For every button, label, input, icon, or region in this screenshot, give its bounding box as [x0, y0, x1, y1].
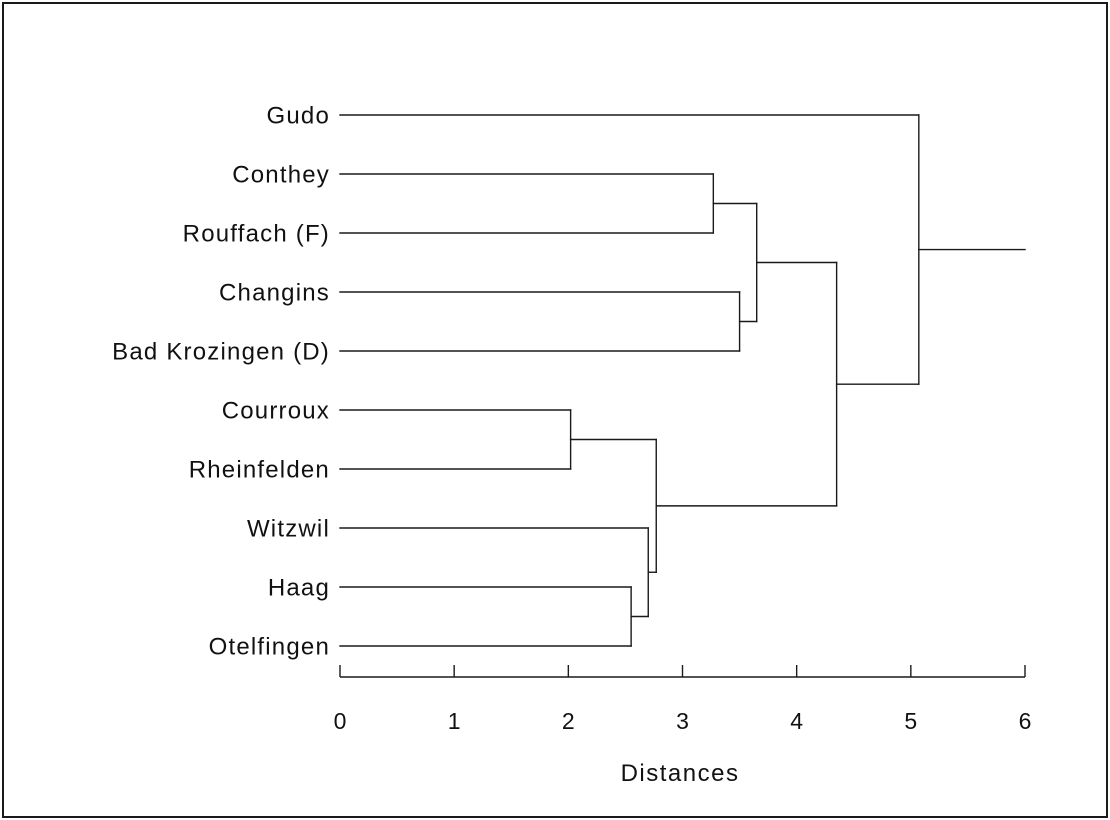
x-tick-label-3: 3	[676, 708, 689, 734]
leaf-label-courroux: Courroux	[222, 397, 330, 424]
leaf-label-changins: Changins	[219, 279, 330, 306]
dendrogram-branches	[339, 114, 1026, 647]
x-axis-title: Distances	[621, 760, 740, 787]
leaf-label-conthey: Conthey	[232, 161, 330, 188]
x-tick-label-4: 4	[790, 708, 803, 734]
x-tick-label-0: 0	[334, 708, 347, 734]
x-tick-label-1: 1	[448, 708, 461, 734]
leaf-label-otelfingen: Otelfingen	[209, 633, 330, 660]
leaf-label-witzwil: Witzwil	[247, 515, 330, 542]
x-tick-label-2: 2	[562, 708, 575, 734]
leaf-labels: Gudo Conthey Rouffach (F) Changins Bad Krozi…	[112, 102, 330, 660]
leaf-label-gudo: Gudo	[266, 102, 330, 129]
leaf-label-haag: Haag	[268, 574, 330, 601]
leaf-label-rouffach-f: Rouffach (F)	[183, 220, 330, 247]
x-tick-label-6: 6	[1019, 708, 1032, 734]
leaf-label-rheinfelden: Rheinfelden	[189, 456, 330, 483]
x-axis: 0 1 2 3 4 5 6	[334, 665, 1032, 734]
leaf-label-bad-krozingen-d: Bad Krozingen (D)	[112, 338, 330, 365]
x-tick-label-5: 5	[904, 708, 917, 734]
